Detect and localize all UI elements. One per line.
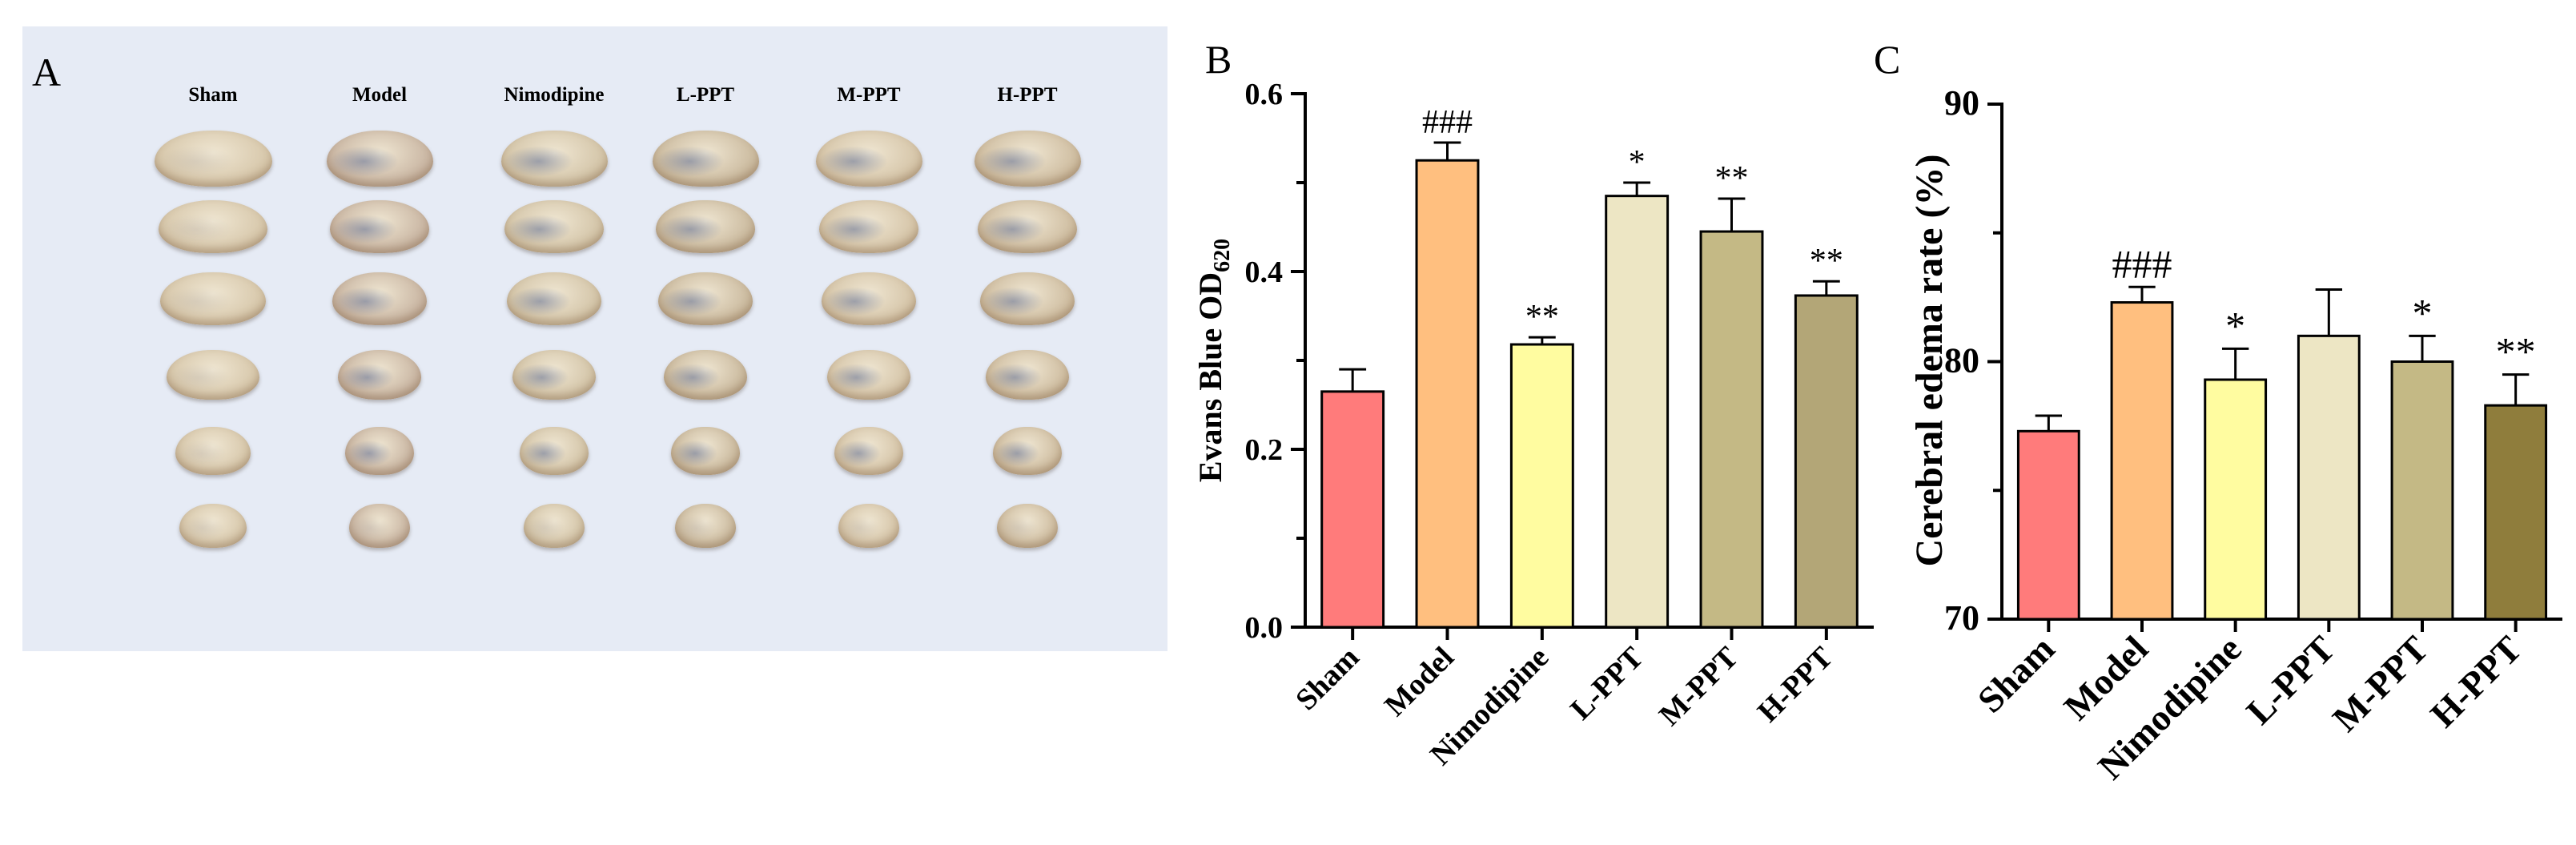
significance-label: ** xyxy=(1810,243,1843,280)
brain-slice-image xyxy=(167,350,259,400)
y-tick-label: 70 xyxy=(1944,598,1979,638)
brain-slice-image xyxy=(819,200,918,253)
y-axis-title: Evans Blue OD620 xyxy=(1192,239,1235,482)
brain-slice-image xyxy=(838,503,899,548)
brain-slice-image xyxy=(974,131,1081,187)
bar-model xyxy=(1415,159,1480,629)
bar-nimodipine xyxy=(2204,378,2268,621)
brain-slice-image xyxy=(326,131,433,187)
y-tick-label: 0.0 xyxy=(1245,611,1284,645)
y-axis-title-main: Evans Blue OD xyxy=(1192,272,1228,482)
chart-c-edema-rate: 708090Sham###Model*NimodipineL-PPT*M-PPT… xyxy=(1908,83,2562,787)
brain-slice-image xyxy=(821,272,917,325)
brain-slice-image xyxy=(675,503,736,548)
significance-label: ** xyxy=(1525,299,1559,336)
column-label-m-ppt: M-PPT xyxy=(837,84,901,106)
brain-slice-image xyxy=(978,200,1077,253)
y-tick-label: 0.6 xyxy=(1245,78,1284,111)
bar-model xyxy=(2110,301,2174,621)
y-tick-label: 80 xyxy=(1944,341,1979,380)
bar-nimodipine xyxy=(1509,343,1574,629)
brain-slice-image xyxy=(349,503,410,548)
brain-slice-image xyxy=(345,427,414,475)
significance-label: * xyxy=(2225,303,2245,348)
significance-label: * xyxy=(2413,290,2433,335)
brain-slice-image xyxy=(506,272,602,325)
y-tick-label: 90 xyxy=(1944,83,1979,123)
brain-slice-image xyxy=(656,200,755,253)
brain-slice-image xyxy=(524,503,585,548)
brain-slice-image xyxy=(337,350,422,400)
bar-m-ppt xyxy=(1699,230,1764,629)
brain-slice-image xyxy=(520,427,589,475)
brain-slice-image xyxy=(158,200,268,253)
brain-slice-image xyxy=(154,131,272,187)
x-category-label: Sham xyxy=(1970,628,2063,721)
bar-l-ppt xyxy=(1605,195,1670,629)
bar-sham xyxy=(2016,429,2080,621)
y-axis-title: Cerebral edema rate (%) xyxy=(1908,155,1951,567)
column-label-sham: Sham xyxy=(188,84,238,106)
brain-slice-image xyxy=(504,200,604,253)
bar-l-ppt xyxy=(2297,334,2361,621)
column-label-nimodipine: Nimodipine xyxy=(504,84,605,106)
brain-slice-image xyxy=(671,427,740,475)
column-label-l-ppt: L-PPT xyxy=(676,84,735,106)
significance-label: ** xyxy=(2496,329,2536,374)
brain-slice-image xyxy=(500,131,608,187)
panel-a-photo: A Sham Model Nimodipine L-PPT M-PPT H-PP… xyxy=(22,26,1167,651)
significance-label: ### xyxy=(2112,241,2172,286)
bar-h-ppt xyxy=(1794,294,1859,629)
panel-b-letter: B xyxy=(1205,37,1232,82)
brain-slice-image xyxy=(330,200,429,253)
panel-c-letter: C xyxy=(1874,37,1901,82)
column-label-h-ppt: H-PPT xyxy=(997,84,1058,106)
bar-sham xyxy=(1320,390,1385,629)
brain-slice-image xyxy=(179,503,247,548)
brain-slice-image xyxy=(332,272,428,325)
column-label-model: Model xyxy=(352,84,408,106)
brain-slice-image xyxy=(175,427,251,475)
brain-slice-image xyxy=(993,427,1062,475)
y-tick-label: 0.4 xyxy=(1245,256,1284,289)
brain-slice-image xyxy=(663,350,748,400)
bar-m-ppt xyxy=(2390,360,2454,621)
chart-b-evans-blue: 0.00.20.40.6Sham###Model**Nimodipine*L-P… xyxy=(1192,78,1874,772)
x-category-label: L-PPT xyxy=(1564,641,1650,726)
x-category-label: Model xyxy=(1378,641,1461,723)
significance-label: ### xyxy=(1422,104,1473,141)
brain-slice-image xyxy=(997,503,1058,548)
brain-slice-image xyxy=(826,350,911,400)
brain-slice-image xyxy=(160,272,266,325)
significance-label: ** xyxy=(1715,160,1749,197)
y-axis-title-subscript: 620 xyxy=(1210,239,1235,272)
x-category-label: M-PPT xyxy=(1653,641,1745,733)
brain-slice-image xyxy=(652,131,759,187)
brain-slice-image xyxy=(657,272,754,325)
panel-a-letter: A xyxy=(32,50,62,95)
x-category-label: M-PPT xyxy=(2325,628,2436,739)
x-category-label: L-PPT xyxy=(2238,628,2342,732)
brain-slice-image xyxy=(815,131,922,187)
x-category-label: H-PPT xyxy=(2422,628,2530,735)
brain-slice-image xyxy=(985,350,1070,400)
y-tick-label: 0.2 xyxy=(1245,433,1284,467)
bar-h-ppt xyxy=(2484,404,2548,621)
x-category-label: Sham xyxy=(1289,641,1365,717)
brain-slice-image xyxy=(512,350,597,400)
brain-slice-image xyxy=(834,427,903,475)
brain-slice-image xyxy=(979,272,1075,325)
significance-label: * xyxy=(1629,144,1646,181)
x-category-label: H-PPT xyxy=(1751,641,1839,729)
